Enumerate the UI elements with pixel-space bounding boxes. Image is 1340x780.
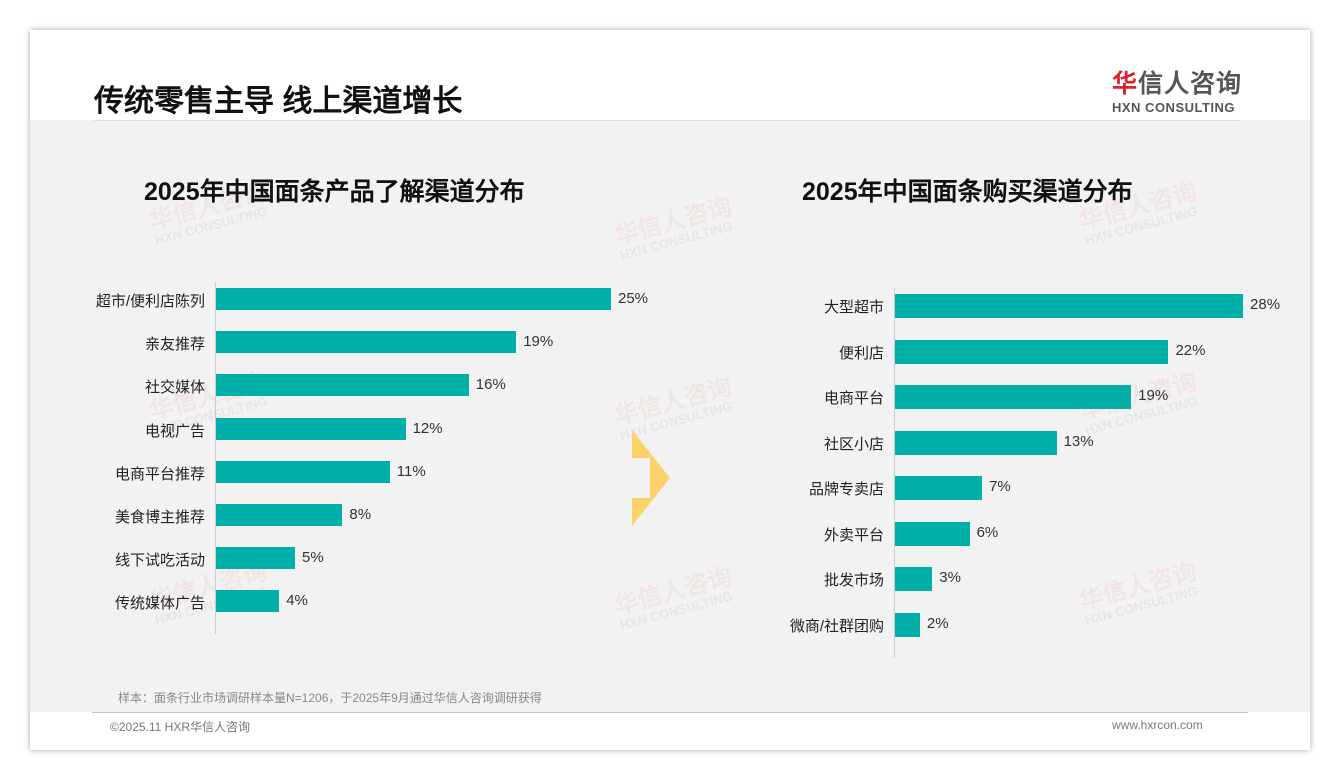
category-label: 便利店 [838,344,884,362]
watermark: 华信人咨询 HXN CONSULTING [1077,558,1202,628]
data-label: 12% [412,419,443,437]
watermark: 华信人咨询 HXN CONSULTING [612,193,737,263]
category-label: 微商/社群团购 [789,617,884,635]
divider [94,120,1240,121]
bar [895,430,1057,455]
category-label: 超市/便利店陈列 [95,293,205,310]
chart-title-left: 2025年中国面条产品了解渠道分布 [144,178,525,206]
data-label: 13% [1063,432,1094,450]
category-label: 社交媒体 [144,379,205,397]
bar [216,331,517,354]
category-label: 外卖平台 [823,526,884,544]
slide: 传统零售主导 线上渠道增长 华信人咨询 HXN CONSULTING 华信人咨询… [30,30,1310,750]
data-label: 28% [1250,296,1281,313]
footer-divider [92,712,1248,713]
data-label: 11% [396,462,426,480]
bar [895,385,1132,409]
sample-note: 样本：面条行业市场调研样本量N=1206，于2025年9月通过华信人咨询调研获得 [118,691,542,705]
bar [216,374,469,397]
logo-en: HXN CONSULTING [1112,100,1236,115]
data-label: 22% [1175,341,1206,359]
category-label: 传统媒体广告 [114,595,205,613]
category-label: 大型超市 [823,299,884,316]
category-label: 电商平台推荐 [114,465,205,483]
website: www.hxrcon.com [1112,718,1203,732]
data-label: 19% [523,333,554,351]
bar [216,590,280,613]
bar [216,547,295,570]
category-label: 线下试吃活动 [114,552,205,570]
bar [895,521,970,546]
data-label: 3% [939,569,961,586]
data-label: 16% [475,376,506,394]
logo-red: 华 [1112,70,1139,98]
bar [895,476,982,500]
bar [895,294,1244,318]
data-label: 2% [926,614,949,632]
bar [895,339,1169,364]
category-label: 品牌专卖店 [808,481,884,498]
logo: 华信人咨询 HXN CONSULTING [1112,64,1242,115]
bar [216,460,390,483]
data-label: 6% [976,523,999,541]
bar [216,504,343,526]
category-label: 批发市场 [823,572,884,589]
data-label: 7% [989,478,1011,495]
data-label: 25% [618,290,649,307]
logo-cn: 信人咨询 [1138,70,1243,98]
y-axis [215,282,216,634]
category-label: 亲友推荐 [144,336,205,354]
data-label: 4% [286,592,308,610]
copyright: ©2025.11 HXR华信人咨询 [110,720,250,734]
footer [30,712,1310,750]
bar [895,612,920,637]
arrow-icon [632,430,670,526]
chart-title-right: 2025年中国面条购买渠道分布 [802,178,1133,206]
bar [216,417,406,440]
page-title: 传统零售主导 线上渠道增长 [94,85,463,118]
data-label: 8% [349,506,372,523]
category-label: 电视广告 [144,422,205,440]
category-label: 美食博主推荐 [114,509,205,526]
bar [895,567,933,591]
data-label: 19% [1138,387,1169,404]
y-axis [894,288,895,658]
data-label: 5% [302,549,324,567]
bar [216,288,611,310]
header [30,30,1310,120]
category-label: 电商平台 [823,390,884,407]
category-label: 社区小店 [823,435,884,453]
